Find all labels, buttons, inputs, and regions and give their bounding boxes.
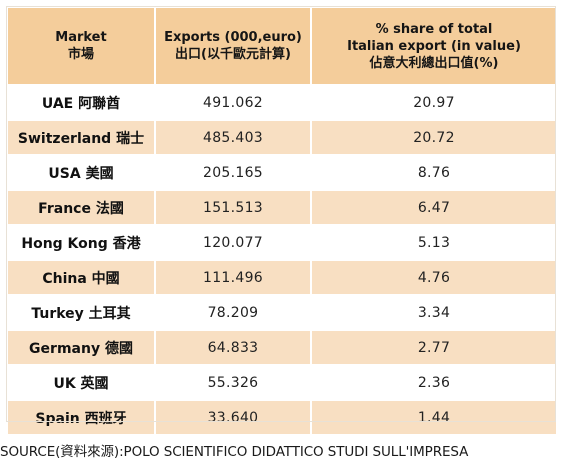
exports-cell: 64.833: [154, 329, 312, 366]
share-cell: 5.13: [310, 224, 558, 261]
header-market-en: Market: [55, 30, 107, 45]
table-row: France 法國 151.513 6.47: [6, 189, 558, 226]
share-cell: 6.47: [310, 189, 558, 226]
header-exports-en: Exports (000,euro): [164, 30, 302, 45]
table-row: UAE 阿聯酋 491.062 20.97: [6, 84, 558, 121]
table-row: China 中國 111.496 4.76: [6, 259, 558, 296]
market-cell: Germany 德國: [6, 329, 156, 366]
share-cell: 20.97: [310, 84, 558, 121]
header-share-en-1: % share of total: [375, 21, 493, 37]
header-market-zh: 市場: [67, 47, 94, 62]
market-cell: China 中國: [6, 259, 156, 296]
share-cell: 2.77: [310, 329, 558, 366]
table-row: Spain 西班牙 33.640 1.44: [6, 399, 558, 436]
table-row: Switzerland 瑞士 485.403 20.72: [6, 119, 558, 156]
exports-cell: 205.165: [154, 154, 312, 191]
table-row: Hong Kong 香港 120.077 5.13: [6, 224, 558, 261]
export-table: Market 市場 Exports (000,euro) 出口(以千歐元計算) …: [6, 6, 558, 436]
header-share: % share of total Italian export (in valu…: [310, 6, 558, 86]
share-cell: 20.72: [310, 119, 558, 156]
market-cell: USA 美國: [6, 154, 156, 191]
header-share-zh: 佔意大利總出口值(%): [369, 55, 499, 71]
table-row: USA 美國 205.165 8.76: [6, 154, 558, 191]
share-cell: 4.76: [310, 259, 558, 296]
market-cell: Hong Kong 香港: [6, 224, 156, 261]
exports-cell: 78.209: [154, 294, 312, 331]
table-row: Germany 德國 64.833 2.77: [6, 329, 558, 366]
exports-cell: 485.403: [154, 119, 312, 156]
share-cell: 1.44: [310, 399, 558, 436]
share-cell: 2.36: [310, 364, 558, 401]
header-share-en-2: Italian export (in value): [347, 38, 521, 54]
share-cell: 8.76: [310, 154, 558, 191]
table-row: UK 英國 55.326 2.36: [6, 364, 558, 401]
header-exports-zh: 出口(以千歐元計算): [175, 47, 291, 62]
header-exports: Exports (000,euro) 出口(以千歐元計算): [154, 6, 312, 86]
exports-cell: 33.640: [154, 399, 312, 436]
table-header-row: Market 市場 Exports (000,euro) 出口(以千歐元計算) …: [6, 6, 558, 86]
market-cell: Switzerland 瑞士: [6, 119, 156, 156]
exports-cell: 55.326: [154, 364, 312, 401]
export-table-container: Market 市場 Exports (000,euro) 出口(以千歐元計算) …: [6, 6, 558, 436]
table-row: Turkey 土耳其 78.209 3.34: [6, 294, 558, 331]
market-cell: UK 英國: [6, 364, 156, 401]
market-cell: France 法國: [6, 189, 156, 226]
exports-cell: 120.077: [154, 224, 312, 261]
exports-cell: 491.062: [154, 84, 312, 121]
header-market: Market 市場: [6, 6, 156, 86]
exports-cell: 111.496: [154, 259, 312, 296]
market-cell: UAE 阿聯酋: [6, 84, 156, 121]
market-cell: Spain 西班牙: [6, 399, 156, 436]
share-cell: 3.34: [310, 294, 558, 331]
source-note: SOURCE(資料來源):POLO SCIENTIFICO DIDATTICO …: [0, 444, 469, 460]
market-cell: Turkey 土耳其: [6, 294, 156, 331]
exports-cell: 151.513: [154, 189, 312, 226]
